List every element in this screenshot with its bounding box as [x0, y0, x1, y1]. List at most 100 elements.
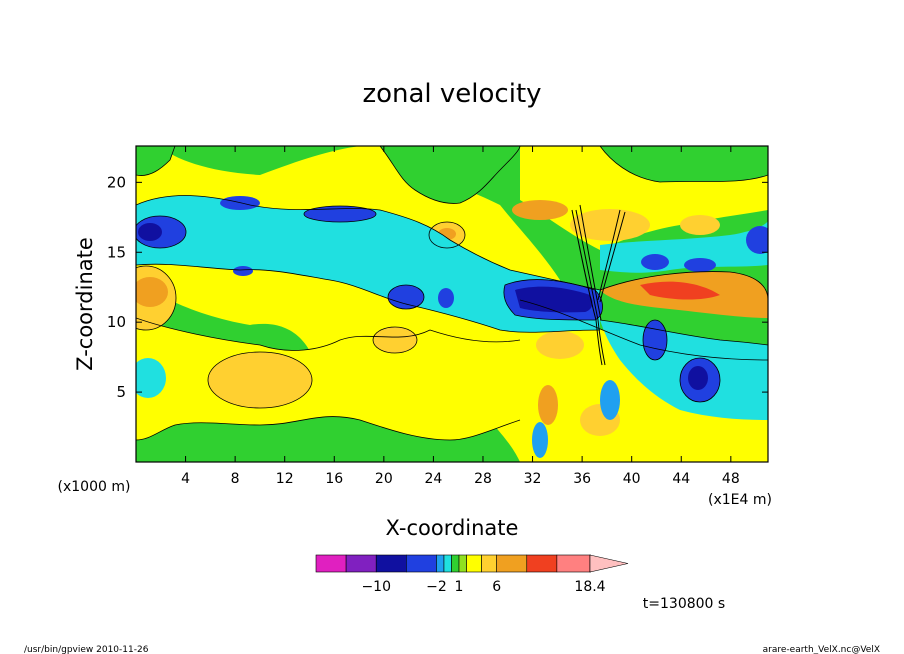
contour-line	[379, 146, 521, 204]
x-tick-label: 40	[623, 471, 641, 487]
contour-line	[207, 351, 313, 409]
front-line	[579, 204, 602, 321]
orange-patch	[536, 331, 584, 359]
colorbar-label: −2	[426, 579, 447, 595]
colorbar-segment	[443, 554, 452, 573]
front-lines	[571, 204, 626, 366]
y-tick-label: 20	[107, 173, 126, 191]
orange-patch	[538, 385, 558, 425]
orange-patch	[570, 209, 650, 241]
contour-line	[503, 279, 603, 321]
blue-core	[532, 422, 548, 458]
contour-line	[303, 205, 377, 223]
colorbar	[315, 554, 629, 573]
colorbar-segment	[458, 554, 467, 573]
contour-line	[136, 416, 521, 441]
x-tick-label: 48	[722, 471, 740, 487]
x-tick-label: 8	[231, 471, 240, 487]
colorbar-segment	[496, 554, 528, 573]
colorbar-label: 6	[492, 579, 501, 595]
colorbar-segment	[436, 554, 445, 573]
contour-line	[642, 319, 668, 361]
orange-regions	[136, 200, 768, 436]
colorbar-segment	[451, 554, 460, 573]
blue-core	[746, 226, 768, 254]
orange-patch	[373, 327, 417, 353]
blue-core	[684, 258, 716, 272]
x-tick-label: 4	[181, 471, 190, 487]
contour-line	[136, 317, 521, 351]
contour-line	[519, 299, 768, 361]
colorbar-label: 1	[455, 579, 464, 595]
orange-patch	[640, 281, 720, 300]
contour-line	[136, 215, 187, 249]
front-line	[599, 211, 626, 303]
y-axis: 5 10 15 20	[107, 173, 768, 401]
front-line	[597, 209, 621, 301]
footer-left: /usr/bin/gpview 2010-11-26	[24, 645, 149, 654]
x-tick-label: 12	[276, 471, 294, 487]
x-tick-label: 44	[672, 471, 690, 487]
contour-line	[387, 284, 425, 310]
x-tick-label: 28	[474, 471, 492, 487]
x-unit-right: (x1E4 m)	[708, 492, 772, 508]
y-tick-label: 15	[107, 243, 126, 261]
colorbar-labels: −10 −2 1 6 18.4	[361, 579, 605, 595]
blue-core	[304, 206, 376, 222]
front-line	[571, 209, 603, 366]
contour-line	[372, 326, 418, 354]
contour-line	[136, 265, 177, 331]
colorbar-segment	[315, 554, 347, 573]
contour-lines	[136, 146, 768, 441]
y-tick-label: 10	[107, 313, 126, 331]
contour-line	[136, 146, 176, 176]
x-tick-label: 20	[375, 471, 393, 487]
contour-line	[599, 319, 768, 346]
colorbar-segment	[406, 554, 437, 573]
yellow-region	[380, 146, 520, 204]
x-tick-label: 36	[573, 471, 591, 487]
colorbar-label: −10	[361, 579, 391, 595]
yellow-region	[136, 318, 520, 440]
colorbar-segment	[466, 554, 482, 573]
x-tick-label: 16	[325, 471, 343, 487]
orange-patch	[208, 352, 312, 408]
colorbar-segment	[481, 554, 497, 573]
plot-field	[136, 146, 768, 462]
blue-core	[688, 366, 708, 390]
plot-frame	[135, 145, 769, 463]
colorbar-segment	[345, 554, 377, 573]
x-tick-label: 24	[424, 471, 442, 487]
contour-line	[599, 271, 768, 301]
orange-patch	[136, 277, 168, 307]
colorbar-label: 18.4	[574, 579, 605, 595]
blue-core	[515, 286, 593, 313]
contour-line	[599, 146, 768, 183]
contour-line	[136, 195, 601, 291]
chart-title: zonal velocity	[362, 79, 541, 109]
contour-line	[136, 263, 601, 333]
orange-patch	[512, 200, 568, 220]
yellow-region	[136, 146, 175, 176]
time-label: t=130800 s	[643, 596, 725, 612]
colorbar-segment	[526, 554, 558, 573]
blue-core	[438, 288, 454, 308]
contour-line	[679, 357, 721, 403]
blue-core	[641, 254, 669, 270]
cyan-patch	[136, 358, 166, 398]
yellow-region	[600, 146, 768, 182]
cyan-band	[136, 195, 600, 333]
contour-line	[428, 221, 466, 249]
blue-core	[388, 285, 424, 309]
colorbar-segment	[375, 554, 407, 573]
colorbar-arrow	[589, 554, 629, 573]
colorbar-segment	[556, 554, 591, 573]
blue-regions	[136, 195, 768, 458]
blue-core	[600, 380, 620, 420]
y-tick-label: 5	[116, 383, 126, 401]
x-axis: 4 8 12 16 20 24 28 32 36 40 44 48	[181, 146, 740, 487]
y-axis-label: Z-coordinate	[73, 237, 97, 371]
footer-right: arare-earth_VelX.nc@VelX	[763, 645, 880, 654]
front-line	[575, 209, 606, 366]
